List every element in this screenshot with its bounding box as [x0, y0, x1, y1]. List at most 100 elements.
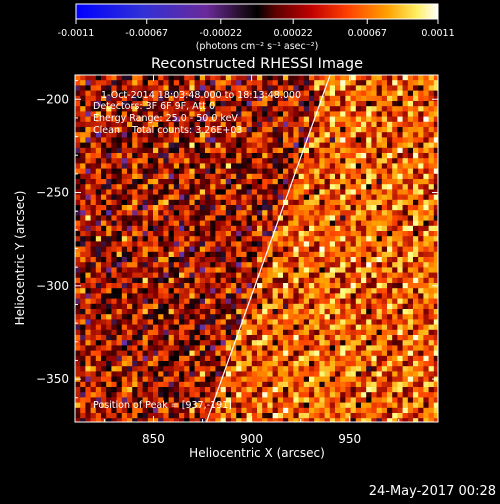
- heatmap-cell: [309, 127, 315, 133]
- heatmap-cell: [142, 309, 149, 315]
- heatmap-cell: [407, 251, 414, 258]
- heatmap-cell: [194, 267, 201, 273]
- heatmap-cell: [179, 340, 185, 346]
- heatmap-cell: [106, 329, 112, 336]
- heatmap-cell: [319, 397, 325, 403]
- heatmap-cell: [423, 111, 429, 117]
- heatmap-cell: [335, 194, 341, 201]
- heatmap-cell: [397, 324, 403, 331]
- heatmap-cell: [262, 106, 268, 112]
- heatmap-cell: [407, 345, 414, 351]
- heatmap-cell: [90, 106, 97, 112]
- heatmap-cell: [236, 132, 242, 138]
- heatmap-cell: [361, 85, 367, 91]
- heatmap-cell: [387, 251, 393, 258]
- heatmap-cell: [189, 345, 195, 351]
- heatmap-cell: [199, 340, 206, 346]
- heatmap-cell: [418, 277, 424, 284]
- heatmap-cell: [85, 418, 91, 422]
- heatmap-cell: [272, 293, 279, 299]
- heatmap-cell: [329, 116, 336, 123]
- heatmap-cell: [428, 205, 435, 211]
- heatmap-cell: [147, 205, 154, 211]
- heatmap-cell: [173, 277, 180, 284]
- heatmap-cell: [241, 246, 247, 253]
- heatmap-cell: [319, 319, 325, 325]
- heatmap-cell: [153, 298, 159, 305]
- heatmap-cell: [402, 184, 409, 190]
- heatmap-cell: [220, 329, 227, 336]
- heatmap-cell: [371, 236, 377, 242]
- heatmap-cell: [340, 236, 346, 242]
- heatmap-cell: [262, 303, 268, 310]
- heatmap-cell: [335, 168, 341, 175]
- heatmap-cell: [137, 298, 143, 305]
- heatmap-cell: [303, 324, 310, 331]
- heatmap-cell: [428, 319, 435, 325]
- heatmap-cell: [179, 153, 185, 159]
- heatmap-cell: [205, 257, 211, 263]
- heatmap-cell: [335, 116, 341, 123]
- heatmap-cell: [319, 158, 325, 164]
- heatmap-cell: [293, 340, 299, 346]
- y-axis-label: Heliocentric Y (arcsec): [13, 191, 27, 326]
- heatmap-cell: [267, 272, 273, 279]
- heatmap-cell: [303, 85, 310, 91]
- heatmap-cell: [137, 288, 143, 294]
- heatmap-cell: [402, 402, 409, 409]
- heatmap-cell: [314, 80, 320, 86]
- heatmap-cell: [168, 303, 175, 310]
- heatmap-cell: [132, 335, 138, 341]
- heatmap-cell: [293, 116, 299, 123]
- heatmap-cell: [329, 121, 336, 128]
- heatmap-cell: [142, 205, 149, 211]
- heatmap-cell: [407, 303, 414, 310]
- heatmap-cell: [413, 303, 419, 310]
- heatmap-cell: [371, 298, 377, 305]
- heatmap-cell: [80, 153, 86, 159]
- heatmap-cell: [283, 257, 289, 263]
- heatmap-cell: [335, 366, 341, 372]
- heatmap-cell: [402, 418, 409, 422]
- heatmap-cell: [324, 163, 331, 169]
- heatmap-cell: [402, 95, 409, 102]
- heatmap-cell: [147, 127, 154, 133]
- heatmap-cell: [231, 205, 237, 211]
- heatmap-cell: [158, 205, 164, 211]
- heatmap-cell: [194, 142, 201, 149]
- heatmap-cell: [173, 215, 180, 221]
- heatmap-cell: [251, 168, 258, 175]
- heatmap-cell: [272, 236, 279, 242]
- heatmap-cell: [246, 121, 253, 128]
- heatmap-cell: [257, 210, 263, 216]
- heatmap-cell: [277, 111, 284, 117]
- heatmap-cell: [147, 111, 154, 117]
- heatmap-cell: [340, 283, 346, 289]
- heatmap-cell: [85, 402, 91, 409]
- heatmap-cell: [241, 231, 247, 237]
- heatmap-cell: [153, 366, 159, 372]
- heatmap-cell: [236, 314, 242, 320]
- heatmap-cell: [402, 246, 409, 253]
- heatmap-cell: [402, 173, 409, 180]
- heatmap-cell: [179, 80, 185, 86]
- heatmap-cell: [392, 137, 398, 143]
- heatmap-cell: [106, 205, 112, 211]
- heatmap-cell: [75, 246, 81, 253]
- heatmap-cell: [147, 319, 154, 325]
- heatmap-cell: [433, 340, 438, 346]
- heatmap-cell: [267, 335, 273, 341]
- heatmap-cell: [392, 413, 398, 419]
- heatmap-cell: [283, 220, 289, 227]
- heatmap-cell: [272, 376, 279, 383]
- heatmap-cell: [220, 121, 227, 128]
- heatmap-cell: [288, 277, 294, 284]
- heatmap-cell: [267, 179, 273, 185]
- heatmap-cell: [220, 381, 227, 388]
- heatmap-cell: [283, 329, 289, 336]
- heatmap-cell: [303, 392, 310, 398]
- heatmap-cell: [340, 158, 346, 164]
- heatmap-cell: [298, 80, 305, 86]
- heatmap-cell: [95, 163, 102, 169]
- heatmap-cell: [179, 283, 185, 289]
